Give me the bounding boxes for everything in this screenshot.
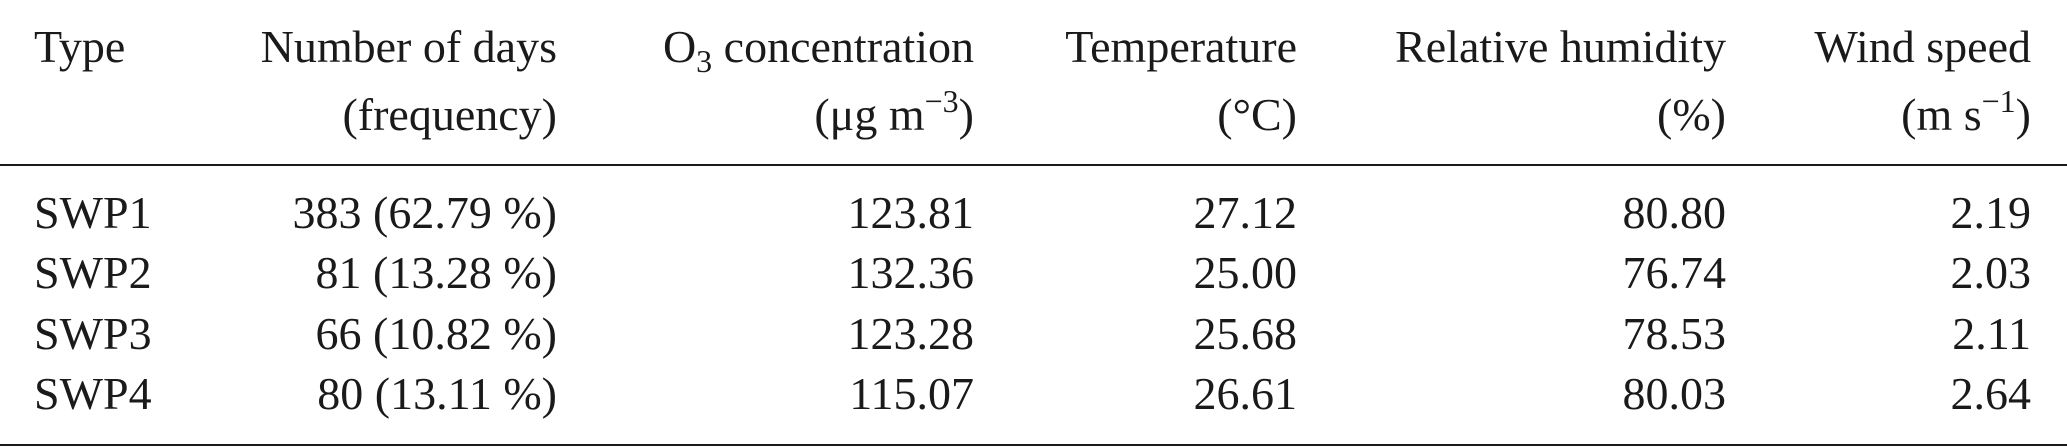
header-wind-unit-sup: −1 [1981,83,2016,119]
header-wind-unit-prefix: (m s [1901,89,1982,140]
header-o3-unit: (μg m−3) [814,85,974,140]
header-temperature: Temperature [1065,21,1297,72]
bottom-rule [0,444,2067,446]
row2-o3: 132.36 [847,247,975,298]
header-o3-unit-suffix: ) [958,89,974,140]
header-days-unit: (frequency) [342,89,557,140]
row1-days: 383 (62.79 %) [292,187,557,238]
row4-wind: 2.64 [1950,368,2032,419]
row2-humidity: 76.74 [1622,247,1727,298]
header-type: Type [34,21,126,72]
header-wind: Wind speed [1814,21,2031,72]
header-humidity-unit: (%) [1657,89,1726,140]
row3-humidity: 78.53 [1622,308,1727,359]
header-o3-suffix: concentration [712,21,974,72]
header-o3-sub: 3 [696,43,713,79]
row1-temperature: 27.12 [1193,187,1298,238]
header-o3-prefix: O [662,21,697,72]
row1-o3: 123.81 [847,187,975,238]
row4-temperature: 26.61 [1193,368,1298,419]
header-rule [0,164,2067,166]
header-temperature-unit: (°C) [1217,89,1297,140]
row1-wind: 2.19 [1950,187,2032,238]
row4-o3: 115.07 [849,368,974,419]
header-days: Number of days [260,21,557,72]
row3-o3: 123.28 [847,308,975,359]
header-humidity: Relative humidity [1395,21,1726,72]
row4-humidity: 80.03 [1622,368,1727,419]
row2-wind: 2.03 [1950,247,2032,298]
row2-days: 81 (13.28 %) [315,247,557,298]
row3-days: 66 (10.82 %) [315,308,557,359]
row1-type: SWP1 [34,187,152,238]
header-o3-unit-prefix: (μg m [814,89,925,140]
row4-type: SWP4 [34,368,152,419]
row2-temperature: 25.00 [1193,247,1298,298]
header-o3: O3 concentration [662,21,974,78]
row1-humidity: 80.80 [1622,187,1727,238]
row3-temperature: 25.68 [1193,308,1298,359]
row3-type: SWP3 [34,308,152,359]
header-wind-unit-suffix: ) [2015,89,2031,140]
row3-wind: 2.11 [1952,308,2031,359]
header-wind-unit: (m s−1) [1901,85,2031,140]
row2-type: SWP2 [34,247,152,298]
row4-days: 80 (13.11 %) [317,368,557,419]
header-o3-unit-sup: −3 [924,83,959,119]
